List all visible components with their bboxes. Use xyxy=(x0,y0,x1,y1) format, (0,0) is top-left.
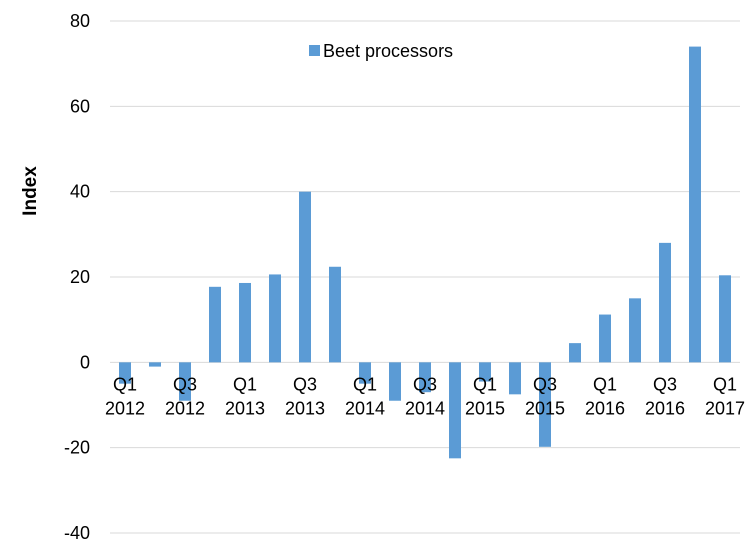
x-tick-label-quarter: Q3 xyxy=(533,374,557,394)
bar xyxy=(119,362,131,384)
y-axis-label: Index xyxy=(20,166,41,216)
bar xyxy=(269,274,281,363)
x-tick-label-year: 2012 xyxy=(165,398,205,418)
x-tick-label-quarter: Q3 xyxy=(413,374,437,394)
bar xyxy=(359,362,371,384)
x-tick-label-quarter: Q1 xyxy=(113,374,137,394)
bar xyxy=(599,314,611,363)
bar xyxy=(719,275,731,363)
y-tick-label: 0 xyxy=(80,352,90,372)
bar xyxy=(329,266,341,363)
gridlines xyxy=(110,20,740,534)
x-tick-label-quarter: Q3 xyxy=(293,374,317,394)
x-tick-label-quarter: Q3 xyxy=(653,374,677,394)
x-tick-label-year: 2016 xyxy=(585,398,625,418)
bar xyxy=(629,298,641,363)
bar xyxy=(569,343,581,363)
bar xyxy=(449,362,461,459)
bar xyxy=(509,362,521,395)
x-tick-label-quarter: Q1 xyxy=(473,374,497,394)
x-tick-label-year: 2013 xyxy=(285,398,325,418)
x-tick-label-quarter: Q1 xyxy=(353,374,377,394)
legend: Beet processors xyxy=(309,41,453,61)
x-tick-label-quarter: Q3 xyxy=(173,374,197,394)
x-tick-label-quarter: Q1 xyxy=(593,374,617,394)
bar xyxy=(539,362,551,447)
bar xyxy=(479,362,491,382)
legend-label: Beet processors xyxy=(323,41,453,61)
y-tick-label: 80 xyxy=(70,11,90,31)
x-tick-label-year: 2014 xyxy=(345,398,385,418)
bar xyxy=(179,362,191,401)
x-tick-label-quarter: Q1 xyxy=(233,374,257,394)
bar xyxy=(689,46,701,363)
x-tick-label-year: 2013 xyxy=(225,398,265,418)
y-tick-label: -40 xyxy=(64,523,90,541)
x-tick-label-year: 2016 xyxy=(645,398,685,418)
x-tick-label-year: 2015 xyxy=(465,398,505,418)
bar xyxy=(419,362,431,393)
bar-series xyxy=(119,46,731,459)
bar xyxy=(209,286,221,363)
bar xyxy=(389,362,401,401)
bar xyxy=(149,362,161,367)
bar xyxy=(299,191,311,363)
x-tick-label-year: 2015 xyxy=(525,398,565,418)
x-axis-tick-labels: Q1 2012 Q3 2012 Q1 2013 Q3 2013 Q1 2014 Q3 2014 Q1 20… xyxy=(105,374,745,418)
x-tick-label-year: 2012 xyxy=(105,398,145,418)
bar xyxy=(239,282,251,363)
y-tick-label: -20 xyxy=(64,438,90,458)
x-tick-label-year: 2017 xyxy=(705,398,745,418)
x-tick-label-quarter: Q1 xyxy=(713,374,737,394)
bar xyxy=(659,242,671,363)
y-tick-label: 40 xyxy=(70,182,90,202)
legend-swatch xyxy=(309,45,320,56)
y-axis-tick-labels: 80 60 40 20 0 -20 -40 xyxy=(64,11,90,541)
y-tick-label: 20 xyxy=(70,267,90,287)
x-tick-label-year: 2014 xyxy=(405,398,445,418)
y-tick-label: 60 xyxy=(70,96,90,116)
